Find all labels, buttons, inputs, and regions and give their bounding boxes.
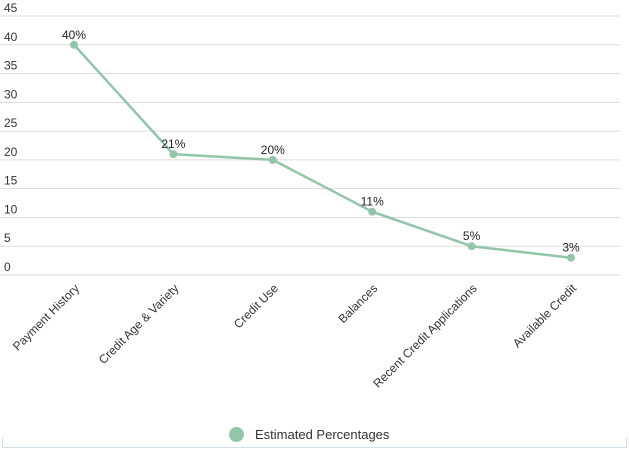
y-tick-label: 20 — [4, 145, 18, 159]
x-tick-label: Credit Age & Variety — [96, 281, 182, 367]
legend-label: Estimated Percentages — [255, 426, 390, 442]
bottom-border — [2, 447, 627, 448]
grid-lines — [0, 15, 620, 276]
x-tick-label: Available Credit — [510, 281, 580, 351]
y-tick-label: 15 — [4, 174, 18, 188]
data-label: 20% — [261, 143, 285, 157]
y-tick-label: 25 — [4, 116, 18, 130]
data-point[interactable] — [368, 207, 377, 216]
legend-swatch — [229, 426, 244, 442]
data-point[interactable] — [567, 253, 575, 262]
x-tick-label: Credit Use — [231, 281, 281, 331]
right-border — [626, 438, 627, 448]
y-tick-label: 0 — [4, 260, 11, 274]
y-tick-label: 10 — [4, 202, 18, 216]
x-tick-label: Payment History — [10, 281, 82, 353]
y-tick-label: 45 — [4, 1, 18, 15]
y-tick-label: 40 — [4, 30, 18, 44]
x-axis-ticks: Payment History Credit Age & Variety Credi… — [10, 281, 580, 391]
x-tick-label: Recent Credit Applications — [370, 281, 479, 390]
data-point[interactable] — [467, 242, 476, 251]
y-tick-label: 35 — [4, 59, 18, 73]
data-label: 11% — [361, 195, 384, 209]
data-point[interactable] — [268, 155, 277, 164]
series-line — [73, 43, 572, 259]
data-label: 5% — [463, 229, 481, 243]
x-tick-label: Balances — [336, 281, 381, 326]
data-point[interactable] — [70, 40, 78, 49]
series-estimated-percentages — [70, 40, 575, 262]
data-point[interactable] — [169, 150, 178, 159]
data-label: 3% — [562, 241, 580, 255]
data-label: 40% — [62, 28, 86, 42]
y-axis-ticks: 0 5 10 15 20 25 30 35 40 45 — [4, 1, 18, 274]
left-border — [2, 438, 3, 448]
legend[interactable]: Estimated Percentages — [229, 424, 389, 444]
data-labels: 40% 21% 20% 11% 5% 3% — [62, 28, 580, 255]
y-tick-label: 5 — [4, 231, 11, 245]
data-label: 21% — [161, 137, 185, 151]
y-tick-label: 30 — [4, 87, 18, 101]
